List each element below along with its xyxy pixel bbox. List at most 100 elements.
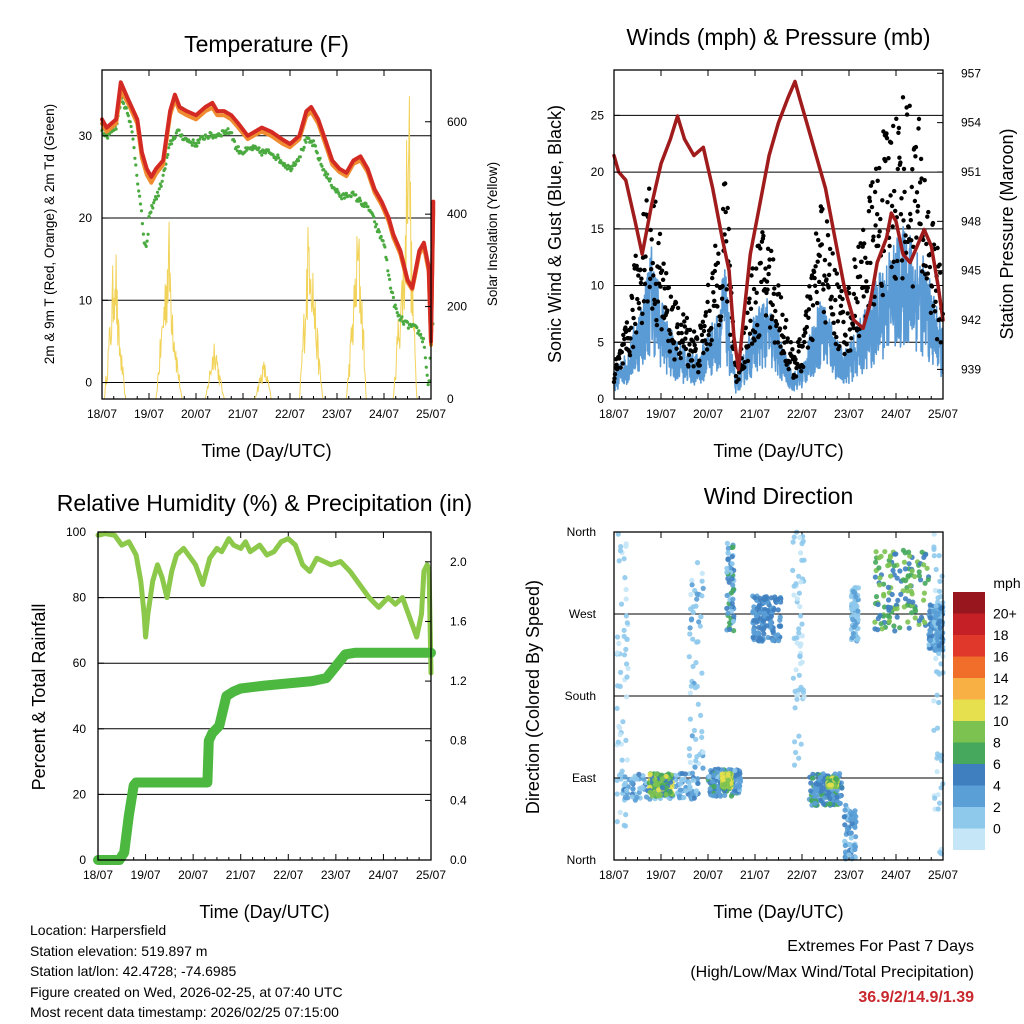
dewpoint-dot (152, 201, 156, 205)
direction-dot (719, 775, 726, 781)
direction-dot (848, 594, 855, 600)
gust-dot (678, 355, 683, 361)
direction-x-tick-label: 24/07 (881, 868, 911, 882)
dewpoint-dot (386, 269, 390, 273)
dewpoint-dot (326, 172, 330, 176)
direction-dot (614, 819, 620, 825)
direction-dot (934, 692, 940, 698)
gust-dot (658, 284, 663, 289)
direction-dot (689, 770, 696, 776)
gust-dot (644, 198, 649, 203)
legend-swatch (953, 635, 985, 657)
direction-dot (930, 608, 937, 614)
gust-dot (839, 288, 844, 294)
gust-dot (747, 296, 752, 301)
gust-dot (716, 251, 721, 256)
direction-dot (768, 595, 775, 601)
direction-dot (897, 625, 903, 631)
gust-dot (693, 346, 698, 352)
gust-dot (630, 307, 635, 313)
gust-dot (883, 158, 888, 164)
direction-dot (918, 577, 924, 583)
direction-dot (873, 559, 879, 565)
gust-dot (895, 258, 900, 264)
direction-dot (935, 632, 941, 639)
gust-dot (774, 322, 780, 327)
winds-y2-tick-label: 957 (961, 66, 981, 80)
direction-dot (921, 554, 927, 561)
gust-dot (928, 310, 934, 315)
dewpoint-dot (377, 230, 381, 234)
direction-dot (887, 554, 894, 560)
gust-dot (897, 155, 902, 160)
temperature-y2-tick-label: 200 (447, 300, 467, 314)
gust-dot (651, 273, 656, 278)
gust-dot (641, 299, 647, 304)
temperature-y-label: 2m & 9m T (Red, Orange) & 2m Td (Green) (42, 104, 57, 364)
direction-dot (677, 781, 684, 787)
direction-dot (622, 823, 629, 829)
gust-dot (636, 300, 641, 306)
direction-y-tick-label: West (569, 607, 597, 621)
legend-label: 4 (993, 778, 1001, 794)
dewpoint-dot (311, 139, 316, 143)
direction-dot (886, 614, 893, 620)
direction-dot (687, 759, 693, 765)
direction-dot (937, 578, 943, 585)
gust-dot (784, 317, 789, 323)
direction-dot (775, 597, 781, 603)
gust-dot (880, 198, 885, 203)
direction-dot (909, 568, 915, 574)
gust-dot (661, 261, 666, 266)
gust-dot (720, 284, 725, 289)
gust-dot (706, 332, 711, 338)
direction-y-label: Direction (Colored By Speed) (523, 580, 543, 814)
direction-dot (699, 578, 705, 584)
gust-dot (712, 268, 717, 274)
gust-dot (785, 339, 790, 344)
direction-dot (776, 623, 782, 629)
gust-dot (745, 358, 751, 364)
dewpoint-dot (362, 204, 366, 209)
direction-dot (886, 597, 892, 603)
direction-dot (931, 727, 937, 733)
gust-dot (899, 196, 904, 201)
gust-dot (715, 260, 721, 266)
gust-dot (686, 352, 692, 358)
direction-dot (726, 579, 732, 585)
winds-x-tick-label: 20/07 (693, 407, 723, 421)
gust-dot (868, 183, 874, 188)
gust-dot (806, 315, 811, 320)
direction-dot (693, 736, 699, 742)
gust-dot (667, 349, 672, 354)
gust-dot (667, 328, 672, 333)
direction-dot (799, 659, 805, 665)
direction-dot (922, 580, 928, 586)
gust-dot (649, 267, 654, 272)
gust-dot (898, 160, 903, 165)
gust-dot (887, 243, 892, 249)
gust-dot (645, 299, 650, 304)
direction-dot (813, 781, 819, 787)
dewpoint-dot (402, 322, 406, 326)
gust-dot (909, 238, 914, 243)
dewpoint-dot (366, 205, 370, 209)
gust-dot (916, 126, 921, 131)
direction-dot (936, 699, 942, 706)
gust-dot (724, 287, 729, 292)
gust-dot (796, 349, 801, 354)
dewpoint-dot (388, 277, 392, 281)
direction-dot (801, 694, 807, 700)
direction-dot (834, 794, 840, 800)
direction-dot (905, 619, 911, 625)
direction-dot (737, 771, 743, 777)
direction-dot (724, 592, 730, 599)
direction-dot (794, 640, 800, 646)
gust-dot (633, 321, 638, 327)
dewpoint-dot (387, 273, 391, 277)
direction-dot (625, 665, 631, 672)
direction-dot (757, 610, 764, 616)
dewpoint-dot (323, 173, 327, 177)
direction-dot (722, 792, 728, 799)
temperature-y2-tick-label: 0 (447, 392, 454, 406)
